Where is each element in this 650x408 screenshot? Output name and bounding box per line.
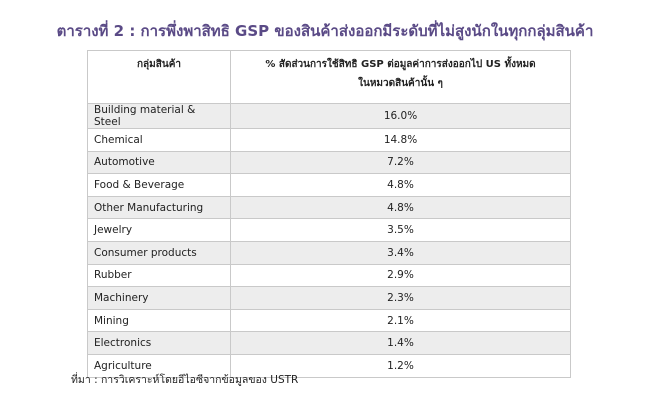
header-share-line1: % สัดส่วนการใช้สิทธิ GSP ต่อมูลค่าการส่ง… xyxy=(265,59,536,70)
row-category: Electronics xyxy=(87,331,231,355)
row-category: Automotive xyxy=(87,150,231,175)
row-share: 7.2% xyxy=(230,150,571,175)
row-share: 2.1% xyxy=(230,308,571,333)
table-row: Other Manufacturing 4.8% xyxy=(87,195,571,220)
table-row: Food & Beverage 4.8% xyxy=(87,173,571,197)
gsp-share-table: กลุ่มสินค้า % สัดส่วนการใช้สิทธิ GSP ต่อ… xyxy=(87,50,571,378)
header-category: กลุ่มสินค้า xyxy=(87,50,231,104)
table-header-row: กลุ่มสินค้า % สัดส่วนการใช้สิทธิ GSP ต่อ… xyxy=(87,50,571,104)
row-share: 3.5% xyxy=(230,218,571,242)
row-share: 1.2% xyxy=(230,353,571,378)
table-row: Agriculture 1.2% xyxy=(87,353,571,378)
table-row: Automotive 7.2% xyxy=(87,150,571,175)
row-share: 4.8% xyxy=(230,195,571,220)
row-share: 2.3% xyxy=(230,286,571,310)
table-row: Chemical 14.8% xyxy=(87,128,571,152)
row-share: 2.9% xyxy=(230,263,571,288)
row-share: 1.4% xyxy=(230,331,571,355)
row-category: Consumer products xyxy=(87,240,231,265)
table-row: Jewelry 3.5% xyxy=(87,218,571,242)
table-row: Building material & Steel 16.0% xyxy=(87,103,571,129)
row-share: 4.8% xyxy=(230,173,571,197)
row-category: Chemical xyxy=(87,128,231,152)
row-category: Jewelry xyxy=(87,218,231,242)
row-category: Mining xyxy=(87,308,231,333)
row-category: Machinery xyxy=(87,286,231,310)
header-share-line2: ในหมวดสินค้านั้น ๆ xyxy=(358,78,443,89)
row-category: Other Manufacturing xyxy=(87,195,231,220)
row-category: Rubber xyxy=(87,263,231,288)
table-row: Consumer products 3.4% xyxy=(87,240,571,265)
row-category: Building material & Steel xyxy=(87,103,231,129)
table-row: Rubber 2.9% xyxy=(87,263,571,288)
row-category: Agriculture xyxy=(87,353,231,378)
row-category: Food & Beverage xyxy=(87,173,231,197)
row-share: 3.4% xyxy=(230,240,571,265)
header-share: % สัดส่วนการใช้สิทธิ GSP ต่อมูลค่าการส่ง… xyxy=(230,50,571,104)
table-row: Electronics 1.4% xyxy=(87,331,571,355)
row-share: 14.8% xyxy=(230,128,571,152)
table-row: Machinery 2.3% xyxy=(87,286,571,310)
table-title: ตารางที่ 2 : การพึ่งพาสิทธิ GSP ของสินค้… xyxy=(56,22,594,40)
row-share: 16.0% xyxy=(230,103,571,129)
table-row: Mining 2.1% xyxy=(87,308,571,333)
source-note: ที่มา : การวิเคราะห์โดยอีไอซีจากข้อมูลขอ… xyxy=(71,374,299,386)
